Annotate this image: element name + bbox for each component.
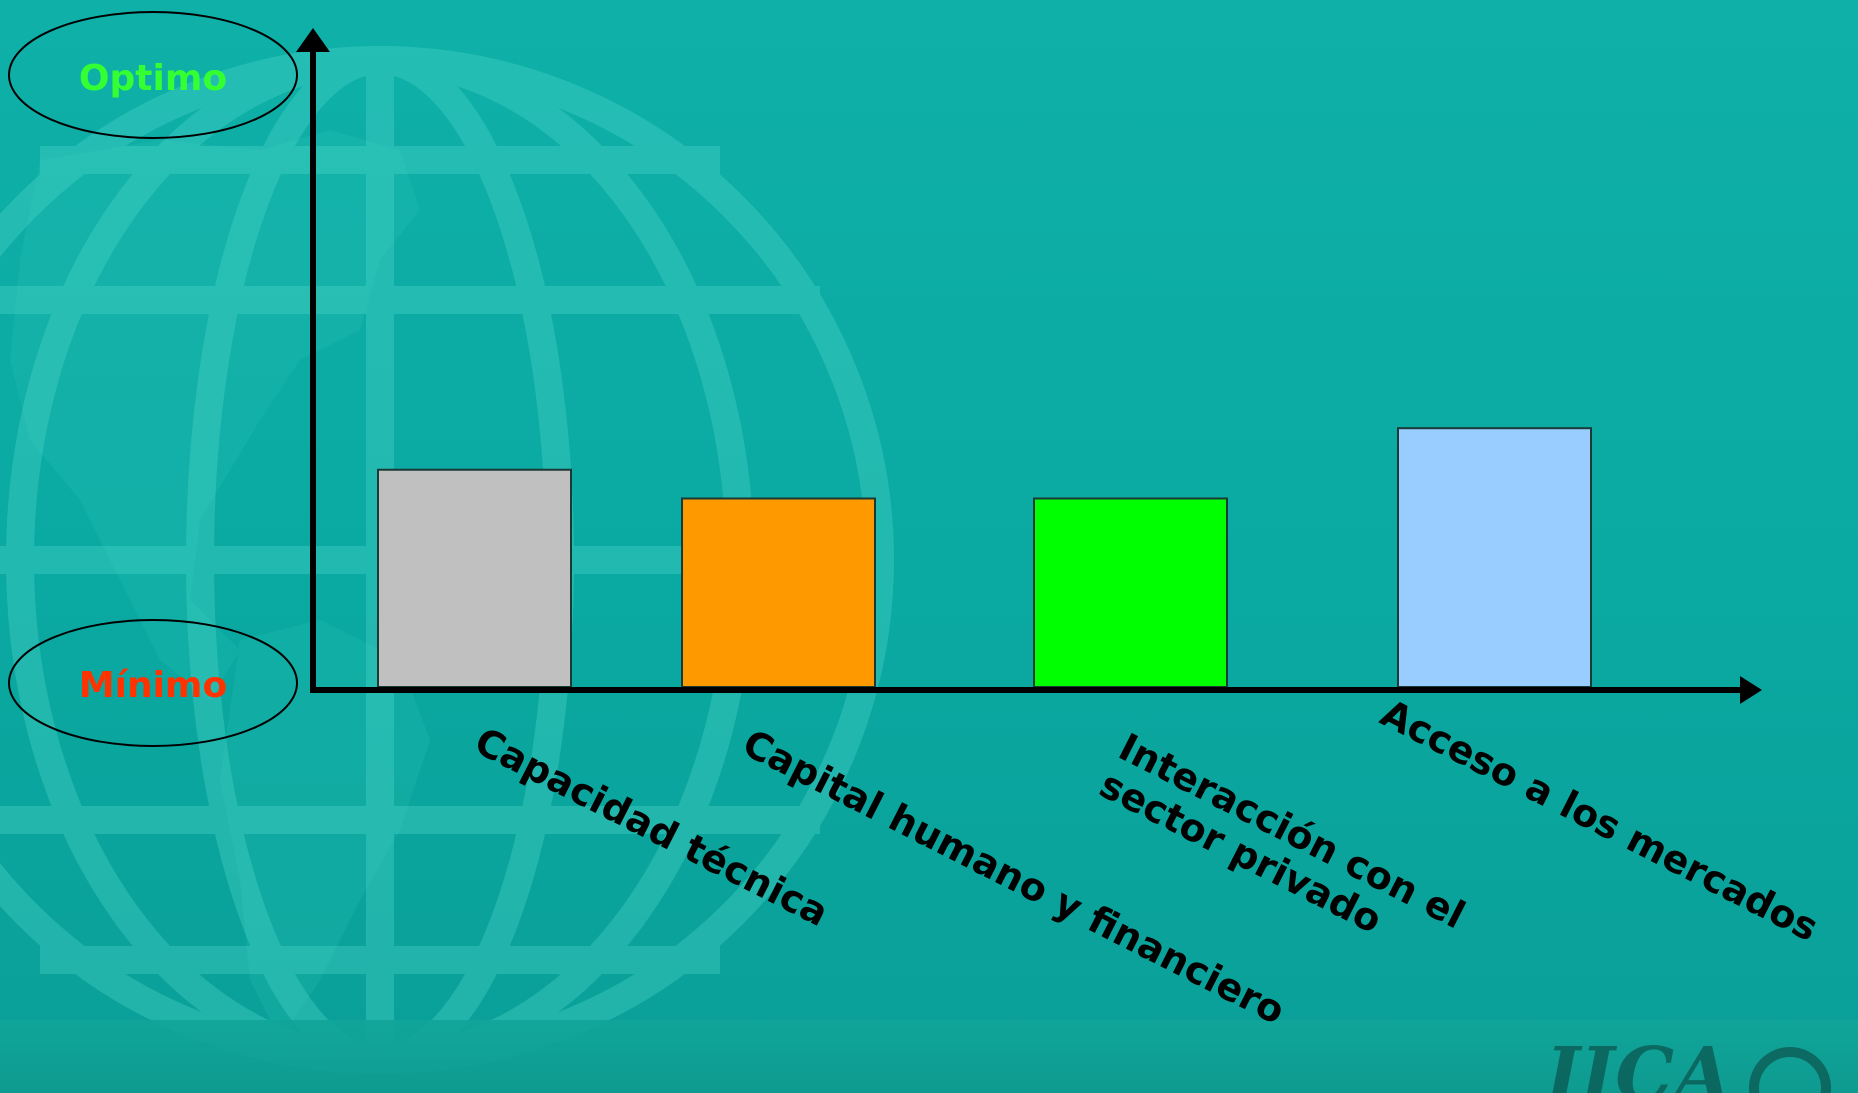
bar-1 — [377, 468, 572, 688]
logo-globe-icon — [1749, 1047, 1831, 1093]
optimo-ellipse — [8, 11, 298, 139]
bars-group — [377, 427, 1592, 688]
logo-text: IICA — [1544, 1040, 1732, 1093]
footer-band — [0, 1020, 1858, 1093]
y-bottom-label: Mínimo — [79, 665, 227, 706]
bar-2 — [681, 497, 876, 688]
y-top-label: Optimo — [79, 58, 227, 99]
bar-3 — [1033, 497, 1228, 688]
iica-logo: IICA — [1544, 1040, 1831, 1093]
minimo-ellipse — [8, 619, 298, 747]
y-axis-arrow — [296, 28, 330, 52]
bar-4 — [1397, 427, 1592, 688]
x-axis-arrow — [1740, 676, 1762, 704]
